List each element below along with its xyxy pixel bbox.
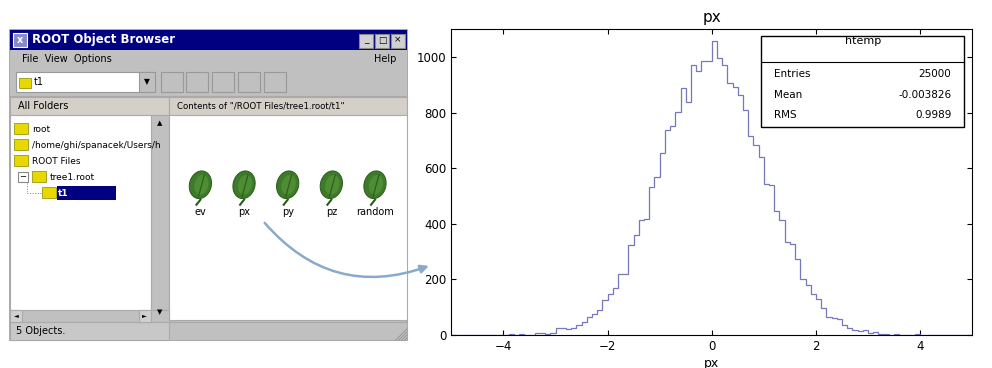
Text: t1: t1 [34,77,44,87]
Bar [212,72,234,92]
Text: ROOT Files: ROOT Files [32,156,80,166]
Ellipse shape [277,171,299,199]
Bar [14,123,28,134]
Ellipse shape [194,175,208,195]
Ellipse shape [320,171,342,199]
Bar [238,72,260,92]
Bar [32,171,46,182]
Bar [14,155,28,166]
Text: -0.003826: -0.003826 [898,89,951,99]
Bar [264,72,286,92]
Bar [18,172,28,182]
Text: Help: Help [374,54,397,64]
Bar [186,72,208,92]
Text: 25000: 25000 [919,69,951,79]
Bar [10,30,407,50]
Text: t1: t1 [58,188,68,198]
Text: /home/ghi/spanacek/Users/h: /home/ghi/spanacek/Users/h [32,141,161,149]
Text: □: □ [378,35,386,45]
Ellipse shape [364,171,386,199]
Bar [10,322,169,340]
Text: _: _ [364,35,368,45]
Ellipse shape [325,175,339,195]
Bar [169,115,407,320]
Bar [139,72,155,92]
Text: All Folders: All Folders [18,101,68,111]
Bar [359,34,373,48]
Text: −: − [19,173,27,181]
Text: ▼: ▼ [144,78,150,86]
Title: px: px [702,11,721,25]
Text: random: random [356,207,394,217]
Ellipse shape [282,175,296,195]
Bar [10,115,151,320]
Text: py: py [282,207,294,217]
Text: Mean: Mean [774,89,803,99]
Text: tree1.root: tree1.root [50,173,94,181]
Bar [10,310,169,322]
Bar [139,310,151,322]
Text: RMS: RMS [774,110,797,120]
Text: htemp: htemp [844,36,881,46]
Bar [10,68,407,96]
Bar [10,50,407,68]
Text: ◄: ◄ [14,314,18,318]
Bar [10,30,407,340]
Text: File  View  Options: File View Options [22,54,111,64]
X-axis label: px: px [704,357,719,368]
Text: Entries: Entries [774,69,810,79]
Bar [16,72,155,92]
Text: x: x [17,35,23,45]
Text: pz: pz [325,207,337,217]
Bar [42,187,56,198]
Bar [57,186,116,200]
Ellipse shape [189,171,211,199]
Bar [391,34,405,48]
Ellipse shape [369,175,383,195]
Text: root: root [32,124,50,134]
Text: 0.9989: 0.9989 [915,110,951,120]
Bar [14,139,28,150]
Bar [151,115,169,320]
Text: ►: ► [143,314,147,318]
Text: ev: ev [194,207,206,217]
Bar [10,97,169,115]
Bar [375,34,389,48]
Ellipse shape [233,171,255,199]
Text: Contents of "/ROOT Files/tree1.root/t1": Contents of "/ROOT Files/tree1.root/t1" [177,102,344,110]
FancyBboxPatch shape [761,36,964,127]
Text: ROOT Object Browser: ROOT Object Browser [32,33,175,46]
Ellipse shape [238,175,252,195]
Text: px: px [238,207,250,217]
Bar [13,33,27,47]
Bar [169,97,407,115]
Bar [19,78,31,88]
Text: ×: × [394,35,402,45]
Bar [10,310,22,322]
Bar [10,322,407,340]
Text: ▼: ▼ [157,309,163,315]
Text: ▲: ▲ [157,120,163,126]
Bar [161,72,183,92]
Text: 5 Objects.: 5 Objects. [16,326,65,336]
